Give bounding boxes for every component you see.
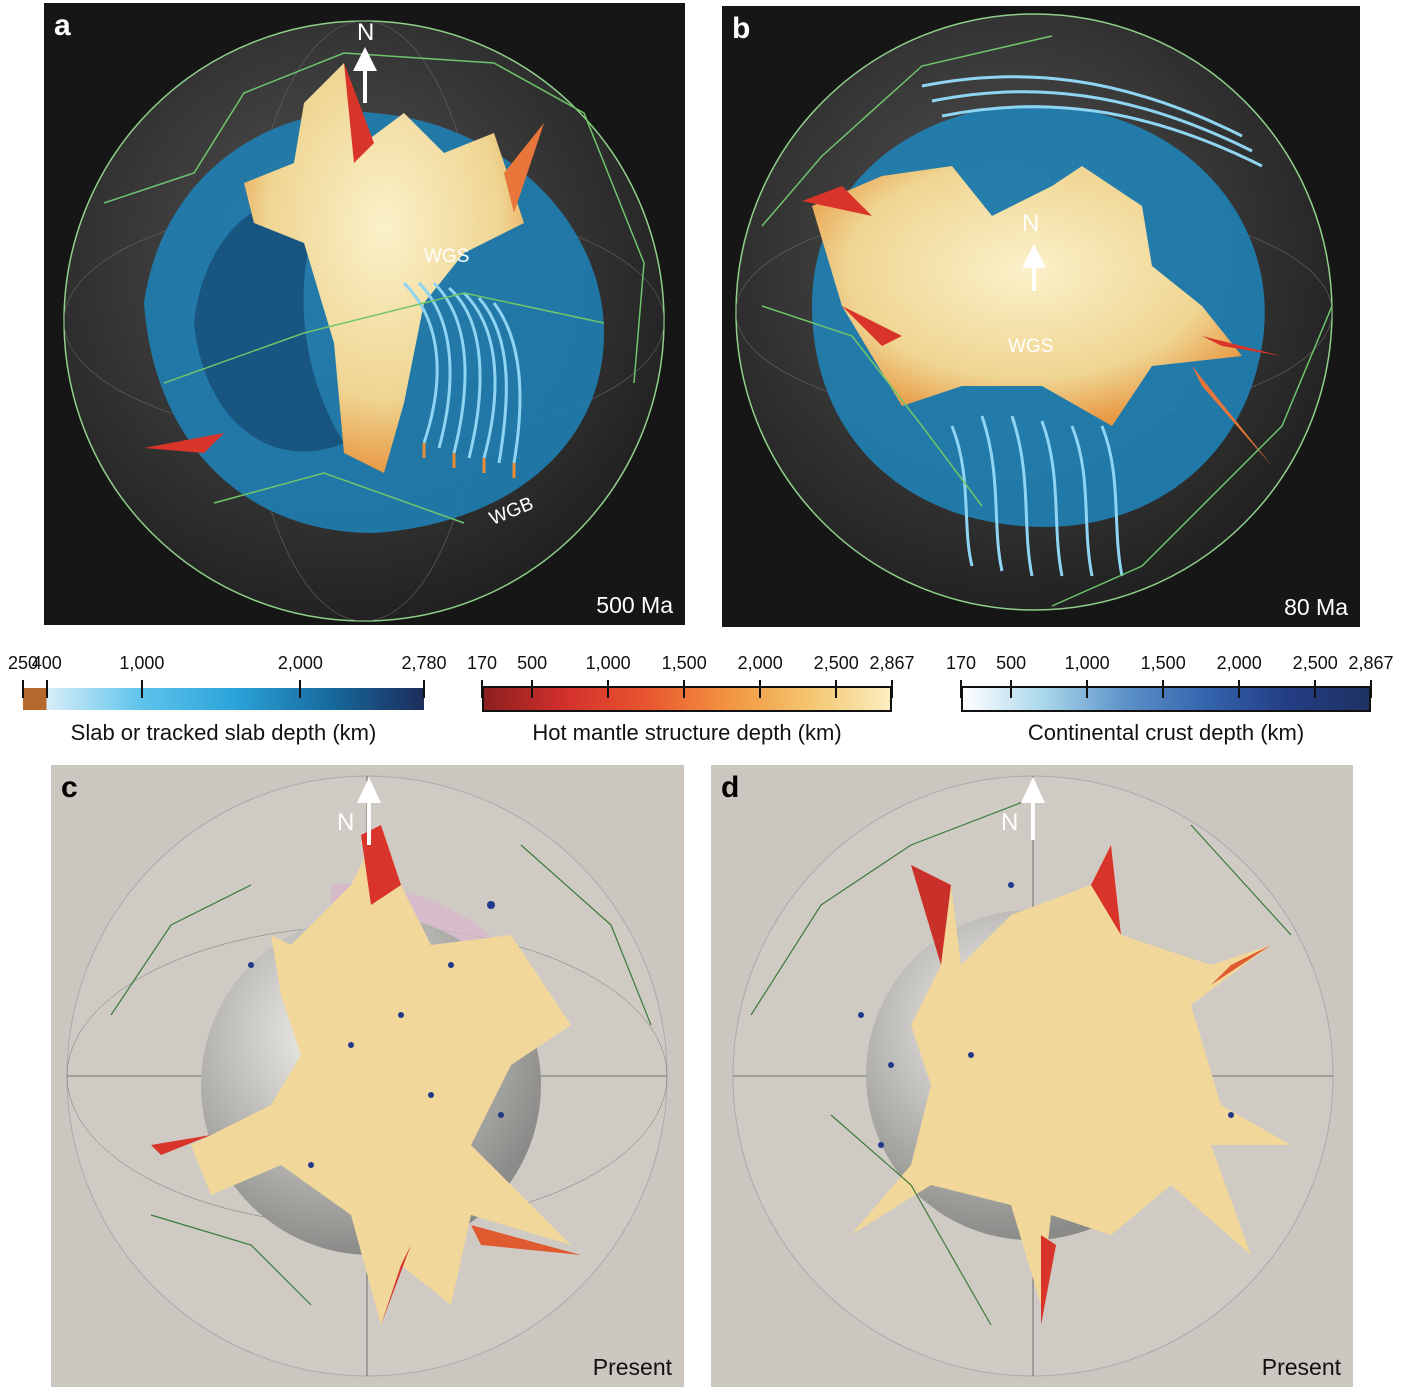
colorbar-tick-label: 2,867 [869, 653, 915, 673]
panel-a: a N WGS WGB 500 Ma [44, 3, 685, 625]
colorbar-tick [481, 680, 483, 698]
colorbar-tick [45, 680, 48, 698]
colorbar-tick [299, 680, 302, 698]
wgs-label: WGS [424, 246, 470, 267]
colorbar-tick-label: 2,000 [737, 653, 783, 673]
colorbar-tick-label: 2,500 [1292, 653, 1338, 673]
colorbar-tick-label: 1,500 [1140, 653, 1186, 673]
panel-b: b N WGS 80 Ma [722, 6, 1360, 627]
age-label: 80 Ma [1284, 594, 1348, 620]
colorbar-tick-label: 1,000 [585, 653, 631, 673]
colorbar-tick [1162, 680, 1165, 698]
age-label: 500 Ma [596, 592, 673, 618]
colorbar-gradient [23, 688, 424, 710]
colorbar-tick-label: 2,780 [401, 653, 447, 673]
colorbar-title: Slab or tracked slab depth (km) [70, 720, 377, 745]
colorbar-tick [22, 680, 24, 698]
colorbar-tick-label: 2,000 [1216, 653, 1262, 673]
colorbar-title: Hot mantle structure depth (km) [532, 720, 842, 745]
colorbar-continental-crust-depth: 170 500 1,000 1,500 2,000 2,500 2,867 Continent… [0, 650, 1407, 750]
colorbar-tick [607, 680, 610, 698]
colorbar-tick [891, 680, 893, 698]
colorbar-tick-label: 250 [7, 653, 39, 673]
colorbar-tick-label: 500 [517, 653, 548, 673]
colorbar-tick [423, 680, 425, 698]
colorbar-tick-label: 170 [945, 653, 977, 673]
colorbar-tick-label: 1,000 [119, 653, 165, 673]
panel-letter: d [721, 771, 740, 804]
north-label: N [337, 809, 355, 836]
globe-render-b [735, 13, 1333, 611]
colorbar-tick-label: 2,500 [813, 653, 859, 673]
age-label: Present [592, 1354, 672, 1380]
colorbar-tick [1238, 680, 1241, 698]
colorbar-title: Continental crust depth (km) [1027, 720, 1305, 745]
colorbar-tick [1010, 680, 1013, 698]
colorbar-slab-depth: 250 400 1,000 2,000 2,780 Slab or tracked sla… [0, 650, 460, 750]
colorbar-gradient [482, 686, 892, 712]
colorbar-tick-label: 500 [996, 653, 1027, 673]
colorbar-tick [531, 680, 534, 698]
colorbar-tick-label: 400 [31, 653, 62, 673]
colorbar-tick [1086, 680, 1089, 698]
colorbar-tick [1370, 680, 1372, 698]
colorbar-tick-label: 1,000 [1064, 653, 1110, 673]
colorbar-tick [140, 680, 143, 698]
globe-render-d [732, 775, 1334, 1377]
panel-letter: c [61, 771, 78, 804]
panel-d: d N Present [711, 765, 1353, 1387]
colorbar-tick [759, 680, 762, 698]
colorbar-tick-label: 2,000 [277, 653, 323, 673]
age-label: Present [1261, 1354, 1341, 1380]
wgs-label: WGS [1008, 336, 1054, 357]
colorbar-tick [960, 680, 962, 698]
globe-render-c [66, 775, 668, 1377]
colorbar-tick-label: 1,500 [661, 653, 707, 673]
colorbar-tick [683, 680, 686, 698]
colorbar-tick-label: 170 [466, 653, 498, 673]
north-label: N [1022, 210, 1040, 237]
panel-letter: b [732, 12, 751, 45]
globe-render-a [63, 20, 665, 622]
colorbar-tick-label: 2,867 [1348, 653, 1394, 673]
colorbar-gradient [961, 686, 1371, 712]
north-label: N [357, 19, 375, 46]
panel-letter: a [54, 9, 71, 42]
colorbar-hot-mantle-depth: 170 500 1,000 1,500 2,000 2,500 2,867 Hot mantl… [0, 650, 940, 750]
colorbar-tick [1314, 680, 1317, 698]
panel-c: c N Present [51, 765, 684, 1387]
colorbar-tick [835, 680, 838, 698]
north-label: N [1001, 809, 1019, 836]
